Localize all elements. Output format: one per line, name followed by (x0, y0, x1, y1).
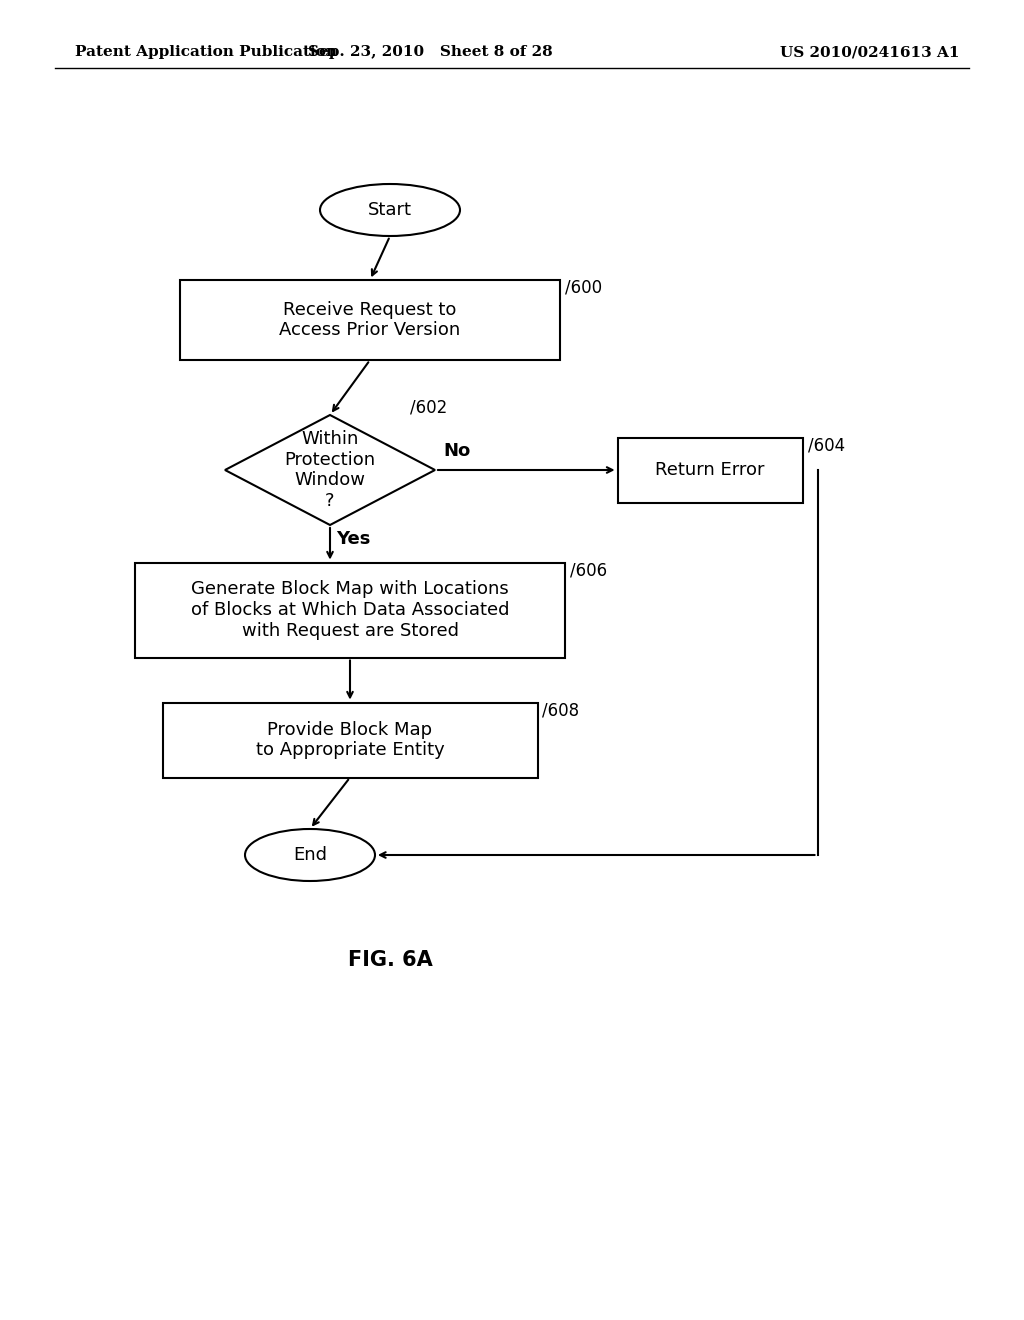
Polygon shape (225, 414, 435, 525)
Text: /604: /604 (808, 437, 845, 454)
Text: Patent Application Publication: Patent Application Publication (75, 45, 337, 59)
Text: End: End (293, 846, 327, 865)
Bar (135, 562, 565, 657)
Ellipse shape (245, 829, 375, 880)
Text: No: No (443, 442, 470, 459)
Text: /600: /600 (565, 279, 602, 297)
Text: FIG. 6A: FIG. 6A (347, 950, 432, 970)
Text: Start: Start (368, 201, 412, 219)
Text: Provide Block Map
to Appropriate Entity: Provide Block Map to Appropriate Entity (256, 721, 444, 759)
Text: Return Error: Return Error (655, 461, 765, 479)
Text: Yes: Yes (336, 531, 371, 548)
Text: Within
Protection
Window
?: Within Protection Window ? (285, 430, 376, 511)
Text: Sep. 23, 2010   Sheet 8 of 28: Sep. 23, 2010 Sheet 8 of 28 (307, 45, 552, 59)
Ellipse shape (319, 183, 460, 236)
Text: /602: /602 (410, 399, 447, 416)
Text: Generate Block Map with Locations
of Blocks at Which Data Associated
with Reques: Generate Block Map with Locations of Blo… (190, 581, 509, 640)
Text: /606: /606 (570, 561, 607, 579)
Text: /608: /608 (543, 701, 580, 719)
Bar (163, 702, 538, 777)
Bar (180, 280, 560, 360)
Text: Receive Request to
Access Prior Version: Receive Request to Access Prior Version (280, 301, 461, 339)
Bar (617, 437, 803, 503)
Text: US 2010/0241613 A1: US 2010/0241613 A1 (780, 45, 961, 59)
